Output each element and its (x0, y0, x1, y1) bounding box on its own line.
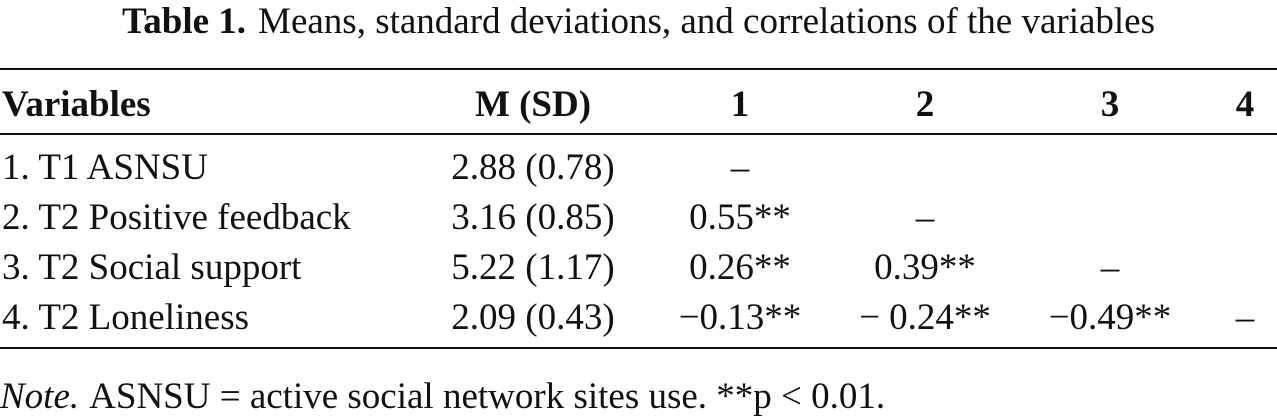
table-note: Note. ASNSU = active social network sites… (0, 375, 885, 419)
header-col-4: 4 (1235, 84, 1255, 125)
table-bottom-rule (0, 347, 1277, 349)
row-3-variable: 3. T2 Social support (2, 247, 302, 288)
table-top-rule (0, 68, 1277, 70)
header-col-1: 1 (730, 84, 750, 125)
row-2-col-1: 0.55** (689, 197, 791, 238)
row-3-col-2: 0.39** (874, 247, 976, 288)
row-4-variable: 4. T2 Loneliness (2, 297, 249, 338)
row-2-msd: 3.16 (0.85) (451, 197, 615, 238)
caption-text: Means, standard deviations, and correlat… (258, 1, 1156, 42)
row-3-msd: 5.22 (1.17) (451, 247, 615, 288)
caption-label: Table 1. (121, 1, 247, 42)
row-1-msd: 2.88 (0.78) (451, 147, 615, 188)
row-1-col-4 (1215, 143, 1275, 193)
table-caption: Table 1. Means, standard deviations, and … (0, 0, 1277, 44)
note-label: Note. (0, 376, 80, 417)
row-4-col-1: −0.13** (678, 297, 802, 338)
row-4-col-3: −0.49** (1048, 297, 1172, 338)
header-col-3: 3 (1100, 84, 1120, 125)
row-2-variable: 2. T2 Positive feedback (2, 197, 351, 238)
row-1-col-2 (845, 143, 1005, 193)
row-4-col-4: – (1235, 297, 1255, 338)
row-4-msd: 2.09 (0.43) (451, 297, 615, 338)
note-text: ASNSU = active social network sites use.… (89, 376, 886, 417)
row-2-col-2: – (915, 197, 935, 238)
header-msd: M (SD) (474, 84, 592, 125)
row-1-col-3 (1030, 143, 1190, 193)
row-3-col-3: – (1100, 247, 1120, 288)
row-3-col-4 (1215, 243, 1275, 293)
row-4-col-2: − 0.24** (859, 297, 991, 338)
row-2-col-3 (1030, 193, 1190, 243)
header-col-2: 2 (915, 84, 935, 125)
table-header-rule (0, 133, 1277, 135)
header-variables: Variables (2, 84, 151, 125)
row-2-col-4 (1215, 193, 1275, 243)
row-1-col-1: – (730, 147, 750, 188)
row-3-col-1: 0.26** (689, 247, 791, 288)
row-1-variable: 1. T1 ASNSU (2, 147, 208, 188)
